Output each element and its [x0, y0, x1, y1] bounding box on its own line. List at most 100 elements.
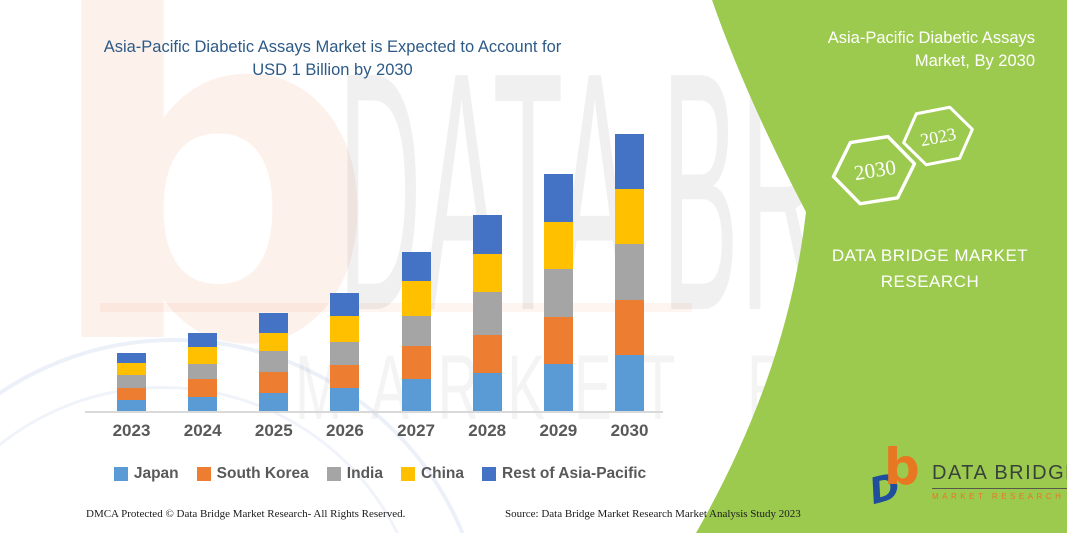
x-axis-label-2023: 2023	[112, 421, 151, 440]
legend-item-china: China	[400, 465, 465, 483]
bar-segment-rest-of-asia-pacific	[472, 214, 502, 255]
bar-segment-rest-of-asia-pacific	[543, 173, 573, 222]
bar-segment-india	[188, 363, 218, 379]
footer-dmca-text: DMCA Protected © Data Bridge Market Rese…	[86, 508, 406, 520]
x-axis-label-2027: 2027	[397, 421, 435, 440]
x-axis-label-2029: 2029	[539, 421, 578, 440]
hexagon-2023: 2023	[902, 105, 974, 167]
chart-title-line2: USD 1 Billion by 2030	[252, 61, 413, 79]
x-axis-line	[85, 411, 663, 413]
bar-segment-india	[259, 350, 289, 372]
x-axis-label-slot: 2027	[397, 421, 435, 441]
x-axis-label-slot: 2025	[255, 421, 293, 441]
bar-segment-china	[543, 221, 573, 269]
chart-legend: Japan South Korea India China Rest of Asia-P…	[80, 465, 680, 483]
legend-swatch-japan	[113, 467, 128, 481]
watermark-stripe	[100, 303, 692, 312]
bar-segment-south-korea	[188, 378, 218, 397]
bar-segment-japan	[188, 396, 218, 411]
bar-segment-india	[472, 292, 502, 336]
bar-segment-south-korea	[117, 388, 146, 400]
x-axis-label-slot: 2023	[113, 421, 151, 441]
side-panel-brand-line1: DATA BRIDGE MARKET	[831, 246, 1029, 265]
bar-segment-japan	[614, 355, 644, 411]
bar-segment-china	[117, 363, 146, 376]
bar-stack-2023	[117, 353, 146, 411]
bar-segment-south-korea	[330, 365, 360, 388]
bar-segment-japan	[117, 399, 146, 411]
bar-segment-rest-of-asia-pacific	[614, 134, 644, 189]
legend-swatch-china	[400, 467, 415, 481]
bar-segment-india	[401, 316, 431, 346]
x-axis-label-2030: 2030	[610, 421, 649, 440]
legend-swatch-india	[326, 467, 341, 481]
bar-segment-rest-of-asia-pacific	[188, 332, 218, 348]
hexagon-2023-outline	[902, 105, 974, 167]
hexagon-2030: 2030	[831, 134, 917, 206]
bar-segment-rest-of-asia-pacific	[401, 252, 431, 282]
side-panel-title-line1: Asia-Pacific Diabetic Assays	[827, 29, 1035, 47]
legend-swatch-rest-of-asia-pacific	[482, 467, 497, 481]
bar-segment-south-korea	[472, 335, 502, 374]
bar-stack-2028	[472, 214, 502, 411]
x-axis-label-slot: 2030	[611, 421, 649, 441]
bar-segment-india	[543, 268, 573, 317]
legend-label-china: China	[420, 465, 465, 482]
bar-segment-south-korea	[543, 316, 573, 364]
legend-swatch-south-korea	[196, 467, 211, 481]
bar-segment-india	[117, 375, 146, 389]
bar-segment-japan	[259, 393, 289, 411]
legend-label-japan: Japan	[133, 465, 179, 482]
logo-icon: D b	[865, 442, 932, 516]
bar-stack-2026	[330, 293, 360, 411]
bar-segment-south-korea	[614, 299, 644, 355]
side-panel-brand-text: DATA BRIDGE MARKET RESEARCH	[818, 243, 1042, 295]
x-axis-label-2024: 2024	[183, 421, 222, 440]
legend-item-south-korea: South Korea	[196, 465, 309, 483]
bar-stack-2029	[543, 173, 573, 411]
legend-item-rest-of-asia-pacific: Rest of Asia-Pacific	[482, 465, 646, 483]
x-axis-label-slot: 2028	[468, 421, 506, 441]
x-axis-label-2026: 2026	[326, 421, 364, 440]
bar-stack-2030	[614, 134, 644, 411]
footer-source-text: Source: Data Bridge Market Research Mark…	[505, 508, 801, 520]
side-panel-brand-line2: RESEARCH	[880, 272, 980, 291]
bar-chart-plot-area	[117, 0, 644, 411]
x-axis-label-slot: 2024	[184, 421, 222, 441]
x-axis-labels: 2023 2024 2025 2026 2027 2028 2029 2030	[113, 421, 649, 441]
x-axis-label-2028: 2028	[468, 421, 507, 440]
bar-segment-rest-of-asia-pacific	[117, 353, 146, 364]
bar-segment-south-korea	[259, 371, 289, 393]
side-panel-shape	[696, 0, 1067, 533]
data-bridge-logo: D b DATA BRIDGE MARKET RESEARCH	[865, 442, 1067, 522]
legend-label-india: India	[346, 465, 383, 482]
hexagon-2023-label: 2023	[919, 124, 958, 151]
x-axis-label-slot: 2029	[539, 421, 577, 441]
bar-segment-rest-of-asia-pacific	[259, 312, 289, 333]
bar-segment-india	[614, 243, 644, 300]
hexagon-2030-outline	[831, 134, 917, 206]
bar-segment-china	[188, 347, 218, 364]
bar-segment-south-korea	[401, 345, 431, 379]
legend-item-india: India	[326, 465, 383, 483]
chart-title-line1: Asia-Pacific Diabetic Assays Market is E…	[103, 38, 562, 56]
logo-b-icon: b	[884, 438, 920, 496]
bar-segment-japan	[401, 378, 431, 411]
chart-title: Asia-Pacific Diabetic Assays Market is E…	[55, 36, 610, 82]
hexagon-2030-label: 2030	[852, 155, 897, 185]
legend-item-japan: Japan	[113, 465, 179, 483]
bar-segment-china	[472, 254, 502, 293]
bar-segment-china	[259, 332, 289, 351]
side-panel-title-line2: Market, By 2030	[914, 52, 1035, 70]
bar-segment-india	[330, 342, 360, 365]
bar-stack-2025	[259, 312, 289, 411]
logo-wordmark: DATA BRIDGE	[932, 462, 1067, 489]
legend-label-south-korea: South Korea	[216, 465, 309, 482]
side-panel-title: Asia-Pacific Diabetic Assays Market, By …	[725, 27, 1035, 73]
bar-segment-china	[330, 316, 360, 342]
x-axis-label-slot: 2026	[326, 421, 364, 441]
logo-text-block: DATA BRIDGE MARKET RESEARCH	[932, 452, 1067, 522]
bar-segment-china	[401, 281, 431, 317]
